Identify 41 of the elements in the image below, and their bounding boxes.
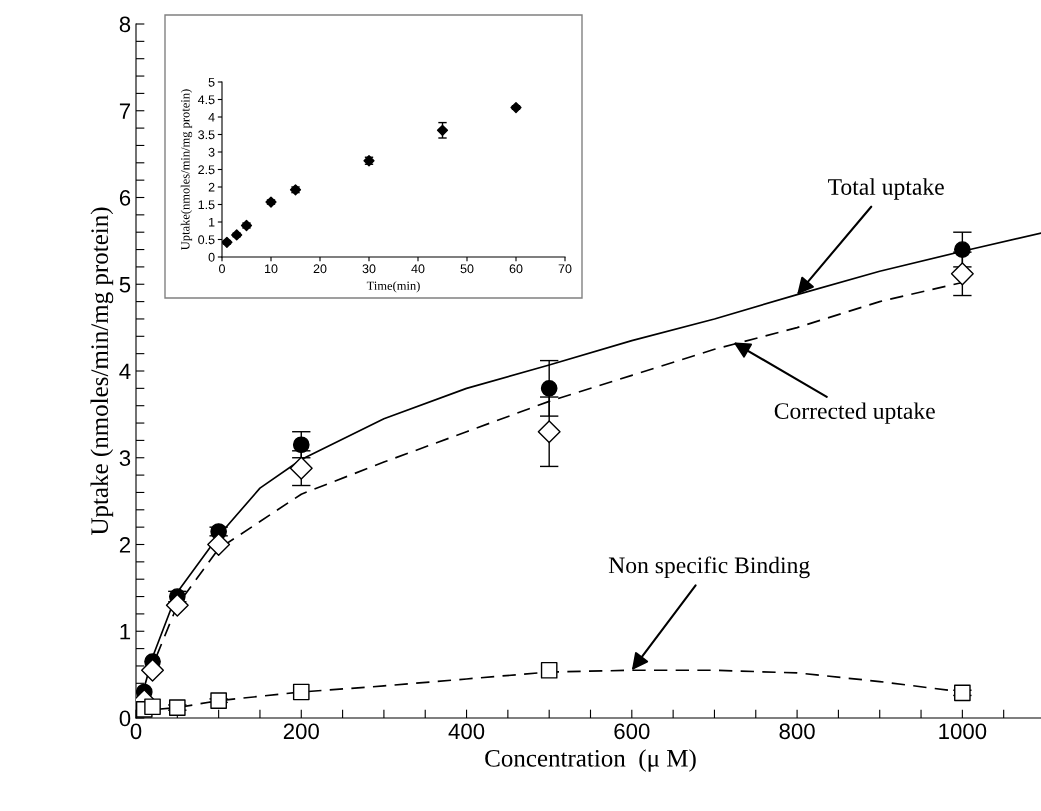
y-axis-title: Uptake(nmoles/min/mg protein) — [180, 89, 193, 250]
y-tick-label: 3.5 — [198, 130, 215, 140]
x-tick-label: 10 — [265, 264, 278, 274]
y-tick-label: 1.5 — [198, 200, 215, 210]
y-axis-title: Uptake (nmoles/min/mg protein) — [90, 207, 114, 536]
y-tick-label: 4.5 — [197, 95, 215, 105]
x-tick-label: 20 — [313, 264, 327, 274]
y-tick-label: 3 — [119, 450, 131, 467]
x-tick-label: 800 — [779, 723, 815, 740]
x-tick-label: 40 — [411, 264, 425, 274]
x-tick-label: 30 — [362, 264, 376, 274]
y-tick-label: 0.5 — [198, 235, 215, 245]
x-tick-label: 0 — [130, 723, 142, 740]
y-tick-label: 0 — [208, 252, 215, 262]
x-tick-label: 200 — [283, 723, 319, 740]
annotation: Corrected uptake — [774, 402, 935, 424]
y-tick-label: 5 — [119, 277, 131, 293]
x-tick-label: 50 — [460, 264, 474, 274]
y-tick-label: 1 — [120, 624, 131, 640]
x-tick-label: 400 — [448, 723, 485, 740]
annotation: Non specific Binding — [608, 556, 810, 579]
y-tick-label: 2.5 — [198, 165, 215, 175]
x-tick-label: 0 — [219, 264, 225, 274]
x-tick-label: 70 — [558, 264, 572, 274]
y-tick-label: 4 — [119, 363, 131, 380]
y-tick-label: 2 — [119, 537, 131, 553]
x-tick-label: 60 — [509, 264, 523, 274]
y-tick-label: 6 — [119, 190, 131, 206]
y-tick-label: 2 — [208, 182, 215, 192]
annotation: Total uptake — [828, 178, 944, 200]
y-tick-label: 5 — [208, 77, 215, 87]
y-tick-label: 4 — [208, 112, 215, 122]
x-axis-title: Concentration (μ M) — [485, 749, 696, 772]
y-tick-label: 0 — [119, 710, 131, 727]
y-tick-label: 7 — [119, 103, 131, 119]
y-tick-label: 8 — [119, 16, 131, 33]
x-axis-title: Time(min) — [366, 281, 420, 293]
x-tick-label: 600 — [614, 723, 650, 740]
y-tick-label: 3 — [208, 147, 215, 157]
x-tick-label: 1000 — [939, 723, 987, 740]
y-tick-label: 1 — [209, 217, 215, 227]
